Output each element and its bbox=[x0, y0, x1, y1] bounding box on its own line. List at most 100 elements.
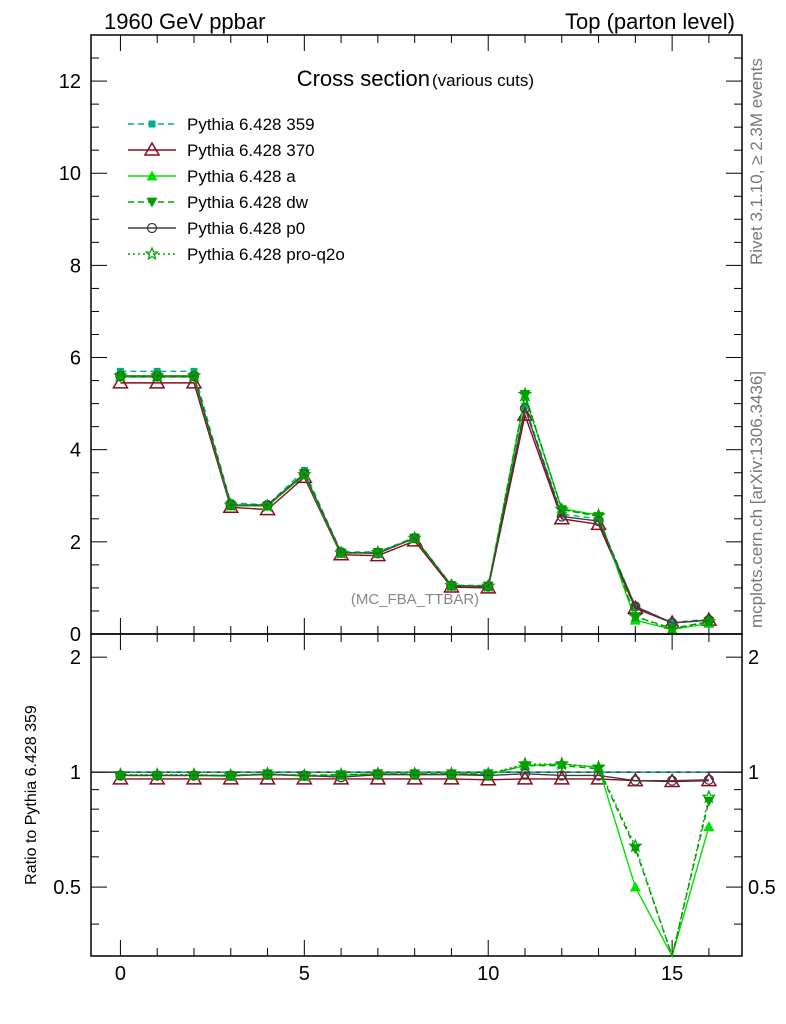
main-data-point bbox=[185, 374, 203, 389]
legend-label: Pythia 6.428 pro-q2o bbox=[187, 245, 345, 264]
ratio-data-point bbox=[480, 766, 496, 780]
main-data-point bbox=[480, 578, 496, 593]
ratio-y-tick-label-right: 0.5 bbox=[748, 877, 776, 899]
ratio-data-point bbox=[519, 768, 531, 779]
legend-marker bbox=[143, 141, 161, 156]
ratio-data-point bbox=[628, 838, 643, 853]
main-plot-panel: 0 2 4 6 8 10 12 Cross section (various cuts) (… bbox=[59, 34, 743, 646]
main-data-point bbox=[370, 544, 386, 559]
ratio-data-point bbox=[186, 766, 202, 781]
ratio-data-point bbox=[260, 766, 275, 780]
main-data-point bbox=[260, 498, 275, 513]
legend-item: Pythia 6.428 pro-q2o bbox=[128, 245, 345, 264]
ratio-data-point bbox=[223, 767, 239, 782]
ratio-data-point bbox=[703, 821, 715, 832]
main-series-line bbox=[120, 370, 709, 624]
ratio-data-point bbox=[703, 774, 715, 785]
main-data-point bbox=[666, 617, 678, 629]
ratio-data-point bbox=[591, 759, 606, 774]
ratio-data-point bbox=[517, 756, 533, 771]
main-y-tick-label: 8 bbox=[70, 255, 81, 277]
main-data-point bbox=[664, 621, 680, 636]
ratio-series-line bbox=[120, 763, 710, 958]
ratio-y-tick-label: 1 bbox=[70, 762, 81, 784]
main-data-point bbox=[483, 581, 494, 592]
legend-marker bbox=[148, 120, 156, 128]
ratio-data-point bbox=[553, 770, 571, 785]
main-data-point bbox=[114, 372, 126, 383]
main-data-point bbox=[151, 372, 163, 383]
legend-marker bbox=[146, 170, 158, 181]
main-data-point bbox=[297, 466, 312, 481]
ratio-y-tick-label: 0.5 bbox=[53, 877, 81, 899]
main-title: Cross section (various cuts) bbox=[297, 66, 534, 91]
main-data-point bbox=[591, 507, 606, 522]
ratio-series-group bbox=[112, 756, 718, 959]
x-tick-label: 15 bbox=[661, 963, 683, 985]
ratio-series-2 bbox=[114, 758, 715, 958]
main-y-tick-label: 4 bbox=[70, 440, 81, 462]
ratio-series-line bbox=[120, 764, 710, 959]
main-data-point bbox=[148, 374, 166, 389]
ratio-data-point bbox=[297, 767, 312, 782]
main-series-group bbox=[112, 367, 718, 636]
ratio-series-5 bbox=[113, 756, 717, 959]
header-energy: 1960 GeV ppbar bbox=[104, 9, 265, 34]
ratio-data-point bbox=[149, 766, 165, 781]
main-data-point bbox=[186, 368, 202, 383]
legend: Pythia 6.428 359 Pythia 6.428 370 Pythia 6… bbox=[128, 115, 345, 264]
ratio-y-tick-label-right: 1 bbox=[748, 762, 759, 784]
main-data-point bbox=[149, 368, 165, 383]
ratio-series-4 bbox=[115, 768, 715, 786]
x-tick-label: 5 bbox=[299, 963, 310, 985]
main-data-point bbox=[517, 386, 533, 401]
main-data-point bbox=[112, 374, 129, 389]
main-y-tick-label: 10 bbox=[59, 163, 81, 185]
ratio-data-point bbox=[556, 770, 567, 781]
ratio-y-tick-label-right: 2 bbox=[748, 647, 759, 669]
main-y-tick-label: 12 bbox=[59, 71, 81, 93]
ratio-data-point bbox=[554, 756, 570, 771]
ratio-plot-panel: 0.5 0.5 1 1 2 2 0 5 10 15 Ratio to Pythia 6.428 … bbox=[23, 633, 776, 985]
ratio-data-point bbox=[152, 770, 163, 781]
main-data-point bbox=[554, 501, 570, 516]
legend-marker bbox=[146, 197, 158, 208]
main-y-axis: 0 2 4 6 8 10 12 bbox=[59, 34, 742, 646]
main-data-point bbox=[113, 368, 128, 383]
main-data-point bbox=[407, 530, 422, 545]
ratio-data-point bbox=[629, 881, 641, 892]
ratio-y-axis: 0.5 0.5 1 1 2 2 bbox=[53, 647, 776, 925]
ratio-data-point bbox=[630, 775, 641, 786]
rivet-version-label: Rivet 3.1.10, ≥ 2.3M events bbox=[747, 58, 766, 265]
ratio-data-point bbox=[409, 769, 420, 780]
main-series-line bbox=[120, 375, 710, 631]
x-tick-label: 10 bbox=[477, 963, 499, 985]
ratio-data-point bbox=[113, 766, 128, 781]
main-data-point bbox=[223, 497, 239, 512]
analysis-watermark: (MC_FBA_TTBAR) bbox=[351, 591, 479, 608]
legend-item: Pythia 6.428 359 bbox=[128, 115, 315, 134]
main-series-line bbox=[120, 382, 709, 624]
legend-label: Pythia 6.428 p0 bbox=[187, 219, 305, 238]
x-tick-label: 0 bbox=[115, 963, 126, 985]
ratio-series-line bbox=[120, 763, 710, 959]
ratio-data-point bbox=[335, 772, 347, 783]
legend-label: Pythia 6.428 a bbox=[187, 167, 296, 186]
legend-marker bbox=[146, 222, 158, 234]
main-data-point bbox=[519, 403, 531, 414]
main-y-tick-label: 2 bbox=[70, 532, 81, 554]
ratio-data-point bbox=[701, 789, 717, 804]
main-data-point bbox=[333, 545, 349, 560]
main-data-point bbox=[444, 577, 459, 592]
main-data-point bbox=[628, 608, 643, 623]
ratio-data-point bbox=[516, 770, 534, 785]
ratio-data-point bbox=[666, 775, 678, 786]
main-series-5 bbox=[113, 368, 717, 636]
ratio-data-point bbox=[188, 770, 200, 781]
ratio-data-point bbox=[370, 766, 386, 780]
ratio-data-point bbox=[115, 770, 126, 781]
main-data-point bbox=[701, 613, 717, 628]
legend-label: Pythia 6.428 370 bbox=[187, 141, 315, 160]
main-data-point bbox=[553, 510, 571, 525]
